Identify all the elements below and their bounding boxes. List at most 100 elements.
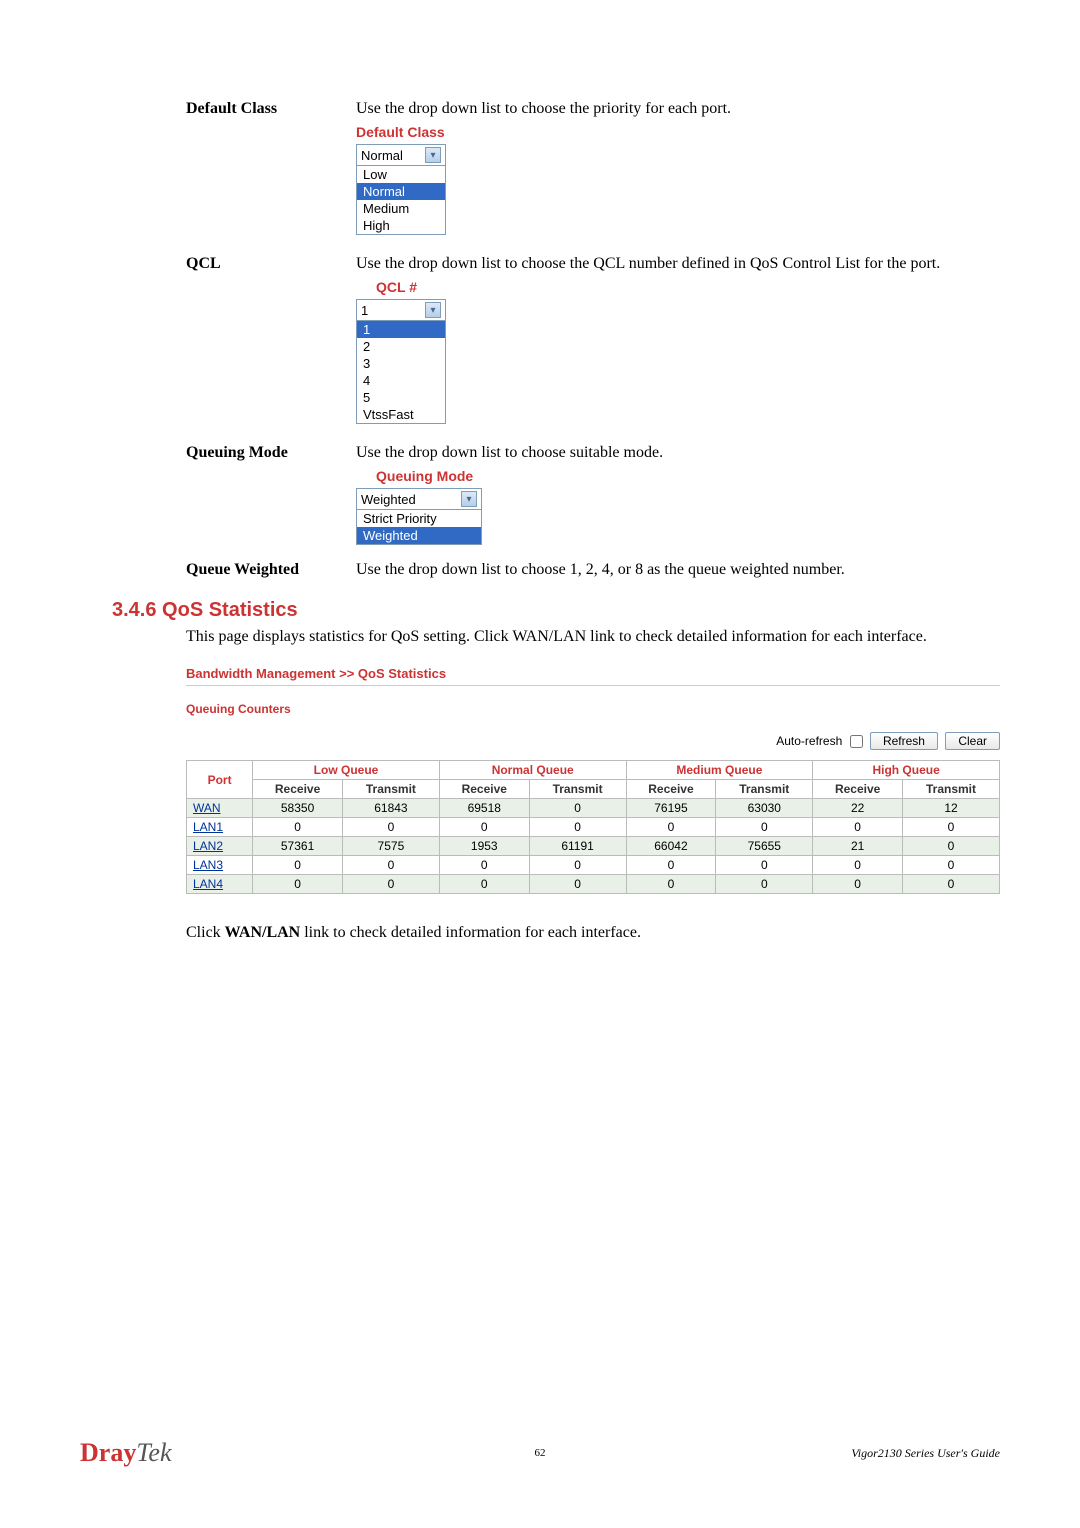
queuing-mode-text: Use the drop down list to choose suitabl…	[356, 444, 1000, 462]
qcl-dropdown[interactable]: 1 ▾ 12345VtssFast	[356, 299, 446, 424]
queue-weighted-text: Use the drop down list to choose 1, 2, 4…	[356, 561, 1000, 579]
table-row: WAN583506184369518076195630302212	[187, 799, 1000, 818]
table-cell: 0	[626, 875, 716, 894]
col-port: Port	[187, 761, 253, 799]
table-cell: 0	[253, 856, 343, 875]
col-sub: Transmit	[342, 780, 439, 799]
dropdown-option[interactable]: 3	[357, 355, 445, 372]
table-cell: 0	[253, 818, 343, 837]
table-cell: 0	[813, 856, 903, 875]
table-cell: 0	[342, 818, 439, 837]
qcl-selected: 1	[361, 303, 421, 318]
default-class-label: Default Class	[186, 100, 356, 235]
table-row: LAN100000000	[187, 818, 1000, 837]
dropdown-option[interactable]: Strict Priority	[357, 510, 481, 527]
stats-subheading: Queuing Counters	[186, 702, 1000, 716]
col-group: High Queue	[813, 761, 1000, 780]
table-cell: 75655	[716, 837, 813, 856]
default-class-text: Use the drop down list to choose the pri…	[356, 100, 1000, 118]
table-row: LAN300000000	[187, 856, 1000, 875]
table-cell: 0	[529, 875, 626, 894]
dropdown-option[interactable]: 1	[357, 321, 445, 338]
col-sub: Receive	[813, 780, 903, 799]
guide-name: Vigor2130 Series User's Guide	[851, 1446, 1000, 1461]
table-cell: 0	[439, 875, 529, 894]
logo: DrayTek	[80, 1438, 171, 1468]
table-cell: 1953	[439, 837, 529, 856]
table-cell: 0	[529, 856, 626, 875]
stats-table: PortLow QueueNormal QueueMedium QueueHig…	[186, 760, 1000, 894]
table-cell: 0	[903, 818, 1000, 837]
queuing-mode-dropdown[interactable]: Weighted ▾ Strict PriorityWeighted	[356, 488, 482, 545]
col-sub: Transmit	[903, 780, 1000, 799]
dropdown-option[interactable]: 5	[357, 389, 445, 406]
table-cell: 21	[813, 837, 903, 856]
table-cell: 0	[529, 818, 626, 837]
default-class-selected: Normal	[361, 148, 421, 163]
chevron-down-icon[interactable]: ▾	[425, 147, 441, 163]
chevron-down-icon[interactable]: ▾	[461, 491, 477, 507]
table-cell: 0	[716, 875, 813, 894]
table-cell: 0	[342, 875, 439, 894]
dropdown-option[interactable]: VtssFast	[357, 406, 445, 423]
port-link[interactable]: LAN3	[187, 856, 253, 875]
chevron-down-icon[interactable]: ▾	[425, 302, 441, 318]
table-cell: 0	[342, 856, 439, 875]
table-cell: 0	[439, 818, 529, 837]
queuing-mode-label: Queuing Mode	[186, 444, 356, 545]
page-number: 62	[535, 1447, 546, 1459]
dropdown-option[interactable]: Weighted	[357, 527, 481, 544]
col-sub: Transmit	[716, 780, 813, 799]
default-class-dropdown[interactable]: Normal ▾ LowNormalMediumHigh	[356, 144, 446, 235]
queuing-mode-widget-label: Queuing Mode	[376, 468, 1000, 484]
port-link[interactable]: LAN2	[187, 837, 253, 856]
auto-refresh-label: Auto-refresh	[776, 734, 842, 748]
table-cell: 0	[439, 856, 529, 875]
table-cell: 58350	[253, 799, 343, 818]
table-cell: 76195	[626, 799, 716, 818]
stats-breadcrumb: Bandwidth Management >> QoS Statistics	[186, 666, 1000, 681]
table-cell: 61843	[342, 799, 439, 818]
col-sub: Receive	[626, 780, 716, 799]
col-group: Medium Queue	[626, 761, 813, 780]
divider	[186, 685, 1000, 686]
dropdown-option[interactable]: High	[357, 217, 445, 234]
port-link[interactable]: WAN	[187, 799, 253, 818]
default-class-widget-label: Default Class	[356, 124, 1000, 140]
col-sub: Transmit	[529, 780, 626, 799]
table-cell: 12	[903, 799, 1000, 818]
table-cell: 0	[903, 875, 1000, 894]
col-sub: Receive	[253, 780, 343, 799]
dropdown-option[interactable]: Medium	[357, 200, 445, 217]
col-sub: Receive	[439, 780, 529, 799]
table-cell: 0	[903, 856, 1000, 875]
table-cell: 61191	[529, 837, 626, 856]
auto-refresh-checkbox[interactable]	[850, 735, 863, 748]
port-link[interactable]: LAN1	[187, 818, 253, 837]
table-cell: 0	[716, 856, 813, 875]
table-cell: 66042	[626, 837, 716, 856]
port-link[interactable]: LAN4	[187, 875, 253, 894]
table-cell: 63030	[716, 799, 813, 818]
dropdown-option[interactable]: 4	[357, 372, 445, 389]
dropdown-option[interactable]: Low	[357, 166, 445, 183]
table-cell: 0	[253, 875, 343, 894]
refresh-button[interactable]: Refresh	[870, 732, 938, 750]
section-heading: 3.4.6 QoS Statistics	[112, 599, 1000, 622]
table-cell: 0	[903, 837, 1000, 856]
qcl-label: QCL	[186, 255, 356, 424]
table-cell: 0	[813, 875, 903, 894]
clear-button[interactable]: Clear	[945, 732, 1000, 750]
dropdown-option[interactable]: Normal	[357, 183, 445, 200]
table-cell: 0	[626, 818, 716, 837]
qcl-text: Use the drop down list to choose the QCL…	[356, 255, 1000, 273]
col-group: Low Queue	[253, 761, 440, 780]
click-note: Click WAN/LAN link to check detailed inf…	[186, 924, 1000, 942]
table-cell: 69518	[439, 799, 529, 818]
dropdown-option[interactable]: 2	[357, 338, 445, 355]
table-row: LAN25736175751953611916604275655210	[187, 837, 1000, 856]
table-cell: 7575	[342, 837, 439, 856]
table-cell: 57361	[253, 837, 343, 856]
table-row: LAN400000000	[187, 875, 1000, 894]
col-group: Normal Queue	[439, 761, 626, 780]
